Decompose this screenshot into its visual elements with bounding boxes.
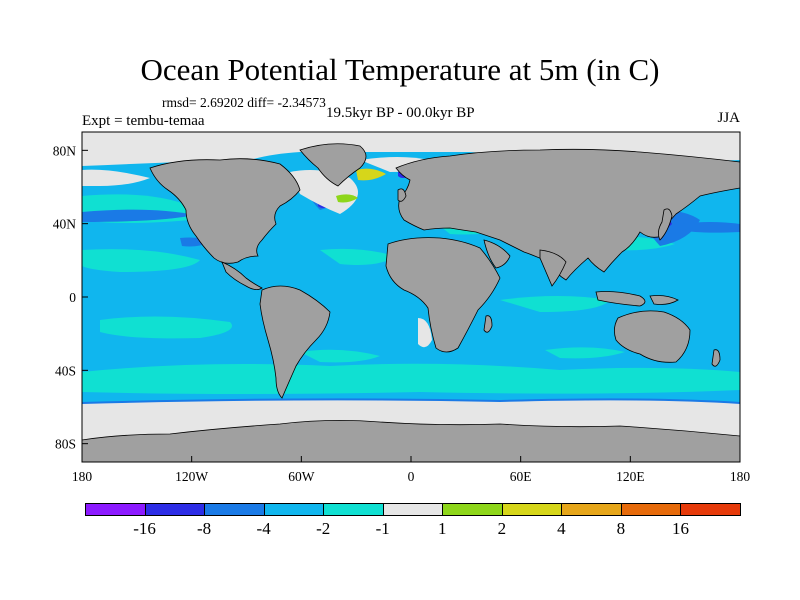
colorbar-swatch [382, 503, 444, 516]
antarctica [81, 420, 741, 463]
longitude-label: 180 [730, 469, 751, 484]
longitude-label: 180 [72, 469, 93, 484]
map-title: Ocean Potential Temperature at 5m (in C) [140, 52, 660, 87]
colorbar-swatch [501, 503, 563, 516]
great-britain [397, 188, 407, 202]
longitude-label: 60W [288, 469, 315, 484]
stats-text: rmsd= 2.69202 diff= -2.34573 [162, 95, 326, 110]
new-guinea [649, 295, 679, 305]
colorbar-label: 16 [671, 519, 689, 538]
colorbar-label: 8 [616, 519, 626, 538]
colorbar-label: -1 [375, 519, 390, 538]
colorbar-label: 4 [557, 519, 566, 538]
colorbar-swatch [620, 503, 682, 516]
south-america [259, 285, 331, 399]
north-america [149, 158, 301, 264]
latitude-labels: 80N 40N 0 40S 80S [53, 143, 77, 451]
colorbar-swatch [442, 503, 503, 516]
colorbar-swatch [263, 503, 325, 516]
experiment-label: Expt = tembu-temaa [82, 113, 205, 129]
japan [658, 208, 673, 241]
period-label: 19.5kyr BP - 00.0kyr BP [326, 105, 475, 121]
central-america [221, 261, 263, 290]
latitude-label: 80N [53, 143, 77, 158]
eurasia [395, 148, 741, 281]
latitude-label: 40N [53, 217, 77, 232]
colorbar-swatch [680, 503, 741, 516]
colorbar-swatch [144, 503, 206, 516]
colorbar-label: -16 [133, 519, 156, 538]
world-map: 180 120W 60W 0 60E 120E 180 80N 40N 0 40S 80S [53, 131, 751, 484]
greenland [299, 143, 367, 187]
warm-anomaly-green [336, 194, 358, 203]
warm-anomaly-yellow [356, 168, 386, 181]
colorbar-label: 2 [497, 519, 507, 538]
season-label: JJA [717, 110, 740, 126]
latitude-label: 80S [55, 437, 76, 452]
colorbar-swatch [323, 503, 384, 516]
colorbar-label: -8 [196, 519, 212, 538]
arabia [483, 239, 511, 269]
latitude-label: 40S [55, 363, 76, 378]
india [539, 249, 567, 287]
colorbar-swatch [85, 503, 146, 516]
land-masses [81, 143, 741, 463]
new-zealand [711, 349, 721, 367]
longitude-label: 0 [408, 469, 415, 484]
longitude-label: 120W [175, 469, 208, 484]
australia [614, 310, 691, 363]
africa [385, 237, 501, 353]
colorbar-label: 1 [438, 519, 447, 538]
longitude-labels: 180 120W 60W 0 60E 120E 180 [72, 469, 751, 484]
longitude-label: 120E [616, 469, 645, 484]
latitude-label: 0 [69, 290, 76, 305]
colorbar-label: -4 [256, 519, 271, 538]
madagascar [483, 315, 493, 333]
axis-ticks [81, 149, 741, 462]
longitude-label: 60E [510, 469, 532, 484]
colorbar-label: -2 [316, 519, 331, 538]
colorbar-swatch [561, 503, 622, 516]
colorbar-swatch [204, 503, 265, 516]
indonesia [595, 291, 646, 307]
